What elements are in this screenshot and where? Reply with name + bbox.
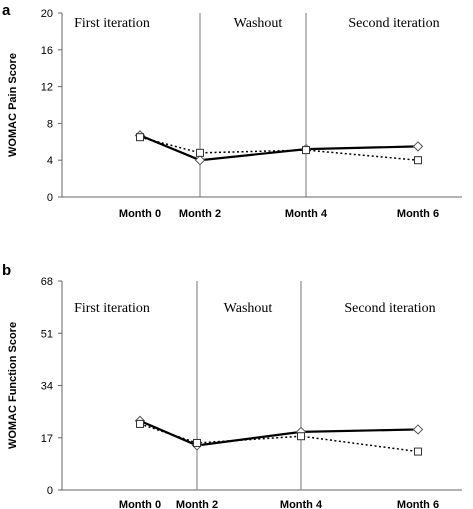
y-tick-label: 51 [41, 328, 53, 340]
square-marker [136, 133, 144, 142]
x-tick-label: Month 4 [285, 208, 328, 220]
chart-panel-a: a 0 4 8 12 16 20 WOMAC Pain Score Month 0 Month 2… [2, 2, 462, 220]
phase-label: Second iteration [344, 301, 435, 316]
phase-label: Washout [224, 301, 273, 316]
x-tick-label: Month 6 [397, 499, 439, 509]
phase-label: First iteration [74, 301, 150, 316]
y-axis-label: WOMAC Function Score [7, 322, 19, 449]
x-tick-label: Month 0 [119, 499, 161, 509]
y-tick-label: 34 [41, 381, 53, 393]
square-marker [193, 438, 201, 447]
square-marker [414, 447, 422, 456]
chart-panel-b: b 0 17 34 51 68 WOMAC Function Score Month 0 Mon… [2, 262, 462, 509]
y-tick-label: 0 [47, 485, 53, 497]
y-tick-label: 4 [47, 155, 53, 167]
x-tick-label: Month 2 [179, 208, 221, 220]
y-tick-label: 0 [47, 192, 53, 204]
series-line-1 [139, 419, 419, 447]
phase-label: Washout [234, 16, 283, 31]
diamond-marker [194, 154, 206, 166]
phase-label: Second iteration [348, 16, 439, 31]
square-marker [136, 419, 144, 428]
y-axis-label: WOMAC Pain Score [7, 53, 19, 157]
square-marker [297, 432, 305, 441]
y-tick-label: 20 [41, 8, 53, 20]
square-marker [302, 146, 310, 155]
x-tick-label: Month 6 [397, 208, 439, 220]
x-tick-label: Month 0 [119, 208, 161, 220]
phase-label: First iteration [74, 16, 150, 31]
square-marker [414, 156, 422, 165]
y-tick-label: 68 [41, 276, 53, 288]
series-line-2 [139, 136, 419, 161]
square-marker [196, 148, 204, 157]
y-tick-label: 12 [41, 82, 53, 94]
diamond-marker [412, 424, 424, 435]
y-tick-label: 16 [41, 45, 53, 57]
y-tick-label: 8 [47, 118, 53, 130]
series-line-1 [139, 134, 419, 162]
x-tick-label: Month 2 [176, 499, 218, 509]
y-tick-label: 17 [41, 433, 53, 445]
panel-letter: a [2, 2, 11, 19]
diamond-marker [412, 141, 424, 152]
panel-letter: b [2, 262, 11, 279]
x-tick-label: Month 4 [280, 499, 323, 509]
